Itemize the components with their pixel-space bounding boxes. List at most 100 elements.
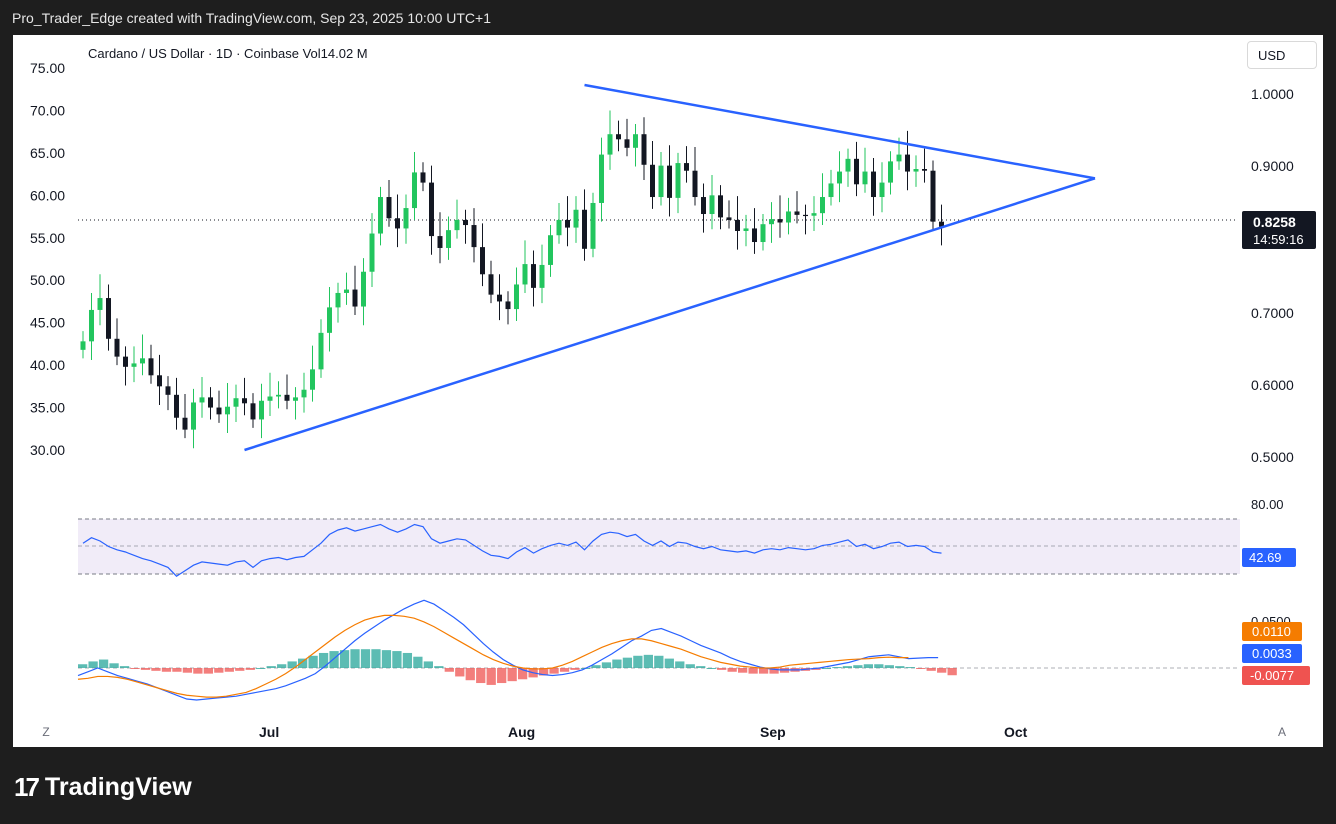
candle-body	[505, 301, 511, 310]
macd-hist-bar	[402, 652, 413, 668]
candle-body	[106, 298, 111, 339]
candle-body	[522, 264, 528, 285]
candle-body	[182, 417, 188, 430]
x-axis: Jul Aug Sep Oct	[259, 724, 1028, 740]
candle-body	[777, 219, 783, 223]
macd-hist-bar	[905, 667, 915, 669]
macd-hist-bar	[130, 668, 140, 669]
macd-hist-bar	[98, 659, 109, 668]
macd-hist-bar	[444, 668, 454, 672]
candle-body	[191, 402, 196, 430]
candle-body	[89, 309, 94, 342]
candle-body	[718, 195, 723, 218]
macd-hist-bar	[245, 668, 255, 670]
x-tick-aug: Aug	[508, 724, 535, 740]
candle-body	[684, 163, 689, 171]
price-badge	[1242, 211, 1316, 249]
macd-hist-bar	[172, 668, 182, 672]
candle-body	[854, 158, 859, 185]
macd-hist-bar	[497, 668, 507, 684]
candle-body	[709, 195, 715, 215]
chart-frame[interactable]	[13, 35, 1323, 747]
candle-body	[463, 219, 468, 226]
macd-hist-bar	[769, 668, 779, 674]
macd-hist-bar	[298, 658, 308, 668]
candle-body	[922, 169, 927, 171]
trendline	[584, 83, 1096, 180]
zoom-icon[interactable]: Z	[42, 725, 50, 739]
candle-body	[293, 397, 298, 401]
candle-body	[939, 221, 944, 227]
candle-body	[607, 134, 613, 155]
left-tick-label: 35.00	[30, 400, 65, 416]
macd-hist-bar	[549, 668, 559, 674]
right-tick-label: 0.9000	[1251, 158, 1294, 174]
candle-body	[726, 217, 732, 220]
candle-body	[837, 171, 842, 184]
macd-hist-bar	[832, 667, 842, 669]
candle-body	[641, 134, 647, 165]
macd-hist-bar	[486, 668, 496, 685]
right-tick-label: 0.7000	[1251, 305, 1294, 321]
price-badge-value: 0.8258	[1253, 214, 1296, 230]
candle-body	[811, 213, 817, 216]
candle-body	[573, 209, 579, 228]
left-tick-label: 40.00	[30, 357, 65, 373]
candle-body	[157, 375, 162, 387]
signal-value-label: 0.0033	[1252, 646, 1292, 661]
candle-body	[310, 369, 315, 390]
candle-body	[148, 358, 154, 376]
candle-body	[539, 264, 545, 288]
signal-value-badge	[1242, 644, 1302, 663]
macd-hist-bar	[455, 668, 465, 677]
macd-hist-bar	[465, 668, 475, 681]
rsi-value-label: 42.69	[1249, 550, 1282, 565]
symbol-legend[interactable]: Cardano / US Dollar · 1D · Coinbase Vol1…	[88, 46, 368, 61]
candle-body	[412, 172, 417, 209]
tradingview-logo[interactable]: 17 TradingView	[14, 772, 192, 803]
macd-hist-bar	[842, 666, 853, 668]
macd-hist-bar	[874, 664, 884, 668]
candle-body	[276, 394, 281, 397]
macd-hist-bar	[622, 657, 633, 668]
x-tick-sep: Sep	[760, 724, 786, 740]
candle-body	[480, 247, 485, 275]
rsi-value-badge	[1242, 548, 1296, 567]
macd-hist-bar	[318, 652, 329, 668]
left-tick-label: 70.00	[30, 102, 65, 118]
candle-body	[284, 394, 290, 401]
currency-button[interactable]: USD	[1247, 41, 1317, 69]
candle-body	[454, 219, 460, 231]
candle-body	[735, 219, 740, 231]
candle-body	[395, 218, 400, 229]
candle-body	[165, 386, 171, 395]
candle-body	[658, 165, 664, 198]
candle-body	[352, 289, 358, 307]
hist-value-badge	[1242, 666, 1310, 685]
auto-scale-icon[interactable]: A	[1277, 725, 1286, 739]
macd-hist-bar	[214, 668, 224, 673]
macd-value-badge	[1242, 622, 1302, 641]
candle-body	[930, 170, 936, 222]
macd-hist-bar	[277, 664, 287, 668]
right-tick-label: 1.0000	[1251, 86, 1294, 102]
left-tick-label: 50.00	[30, 272, 65, 288]
left-tick-label: 60.00	[30, 187, 65, 203]
candle-body	[335, 292, 341, 308]
candle-body	[97, 298, 103, 310]
macd-hist-bar	[224, 668, 234, 672]
macd-hist-bar	[140, 668, 151, 670]
candle-body	[913, 169, 919, 172]
price-badge-countdown: 14:59:16	[1253, 232, 1304, 247]
macd-hist-bar	[685, 664, 695, 668]
macd-hist-bar	[507, 668, 517, 682]
tv-logo-icon: 17	[14, 772, 40, 802]
candle-body	[140, 358, 145, 364]
candle-body	[828, 183, 834, 198]
macd-hist-bar	[151, 668, 161, 671]
candle-body	[701, 197, 706, 215]
candle-body	[174, 394, 179, 418]
macd-hist-bar	[570, 668, 580, 670]
macd-hist-bar	[738, 668, 748, 673]
